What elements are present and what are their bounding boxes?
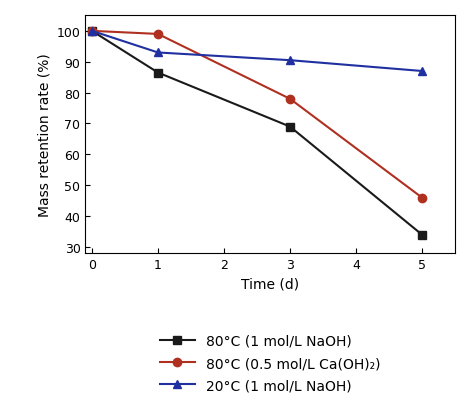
Line: 80°C (1 mol/L NaOH): 80°C (1 mol/L NaOH) — [88, 27, 426, 239]
80°C (1 mol/L NaOH) — [287, 125, 293, 130]
20°C (1 mol/L NaOH) — [287, 58, 293, 63]
80°C (1 mol/L NaOH) — [155, 71, 161, 76]
80°C (0.5 mol/L Ca(OH)₂) — [287, 97, 293, 102]
X-axis label: Time (d): Time (d) — [241, 277, 299, 291]
20°C (1 mol/L NaOH) — [419, 70, 425, 74]
80°C (1 mol/L NaOH) — [89, 29, 95, 34]
20°C (1 mol/L NaOH) — [89, 29, 95, 34]
80°C (0.5 mol/L Ca(OH)₂) — [89, 29, 95, 34]
Line: 80°C (0.5 mol/L Ca(OH)₂): 80°C (0.5 mol/L Ca(OH)₂) — [88, 27, 426, 202]
Legend: 80°C (1 mol/L NaOH), 80°C (0.5 mol/L Ca(OH)₂), 20°C (1 mol/L NaOH): 80°C (1 mol/L NaOH), 80°C (0.5 mol/L Ca(… — [153, 327, 387, 399]
Line: 20°C (1 mol/L NaOH): 20°C (1 mol/L NaOH) — [88, 27, 426, 76]
80°C (0.5 mol/L Ca(OH)₂) — [155, 32, 161, 37]
Y-axis label: Mass retention rate (%): Mass retention rate (%) — [37, 53, 51, 217]
80°C (0.5 mol/L Ca(OH)₂) — [419, 196, 425, 200]
80°C (1 mol/L NaOH) — [419, 233, 425, 238]
20°C (1 mol/L NaOH) — [155, 51, 161, 56]
